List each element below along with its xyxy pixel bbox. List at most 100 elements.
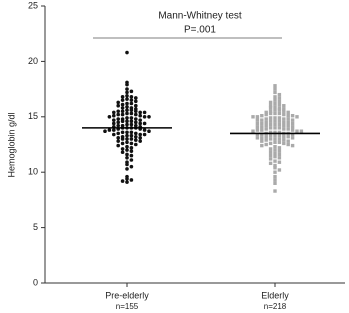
data-point [125,105,129,109]
data-point [273,154,277,159]
data-point [277,152,282,157]
data-point [273,148,277,152]
data-point [277,102,282,107]
data-point [116,117,120,121]
data-point [116,131,120,136]
data-point [277,106,282,110]
data-point [290,132,295,137]
data-point [134,109,138,114]
data-point [120,106,125,110]
data-point [277,111,282,116]
data-point [277,140,282,144]
data-point [290,125,295,129]
data-point [129,149,134,153]
data-point [268,150,273,154]
y-tick-label: 15 [28,111,38,121]
data-point [129,111,134,116]
data-point [273,189,277,193]
data-point [277,92,282,97]
data-point [125,177,129,181]
data-point [129,133,134,138]
data-point [125,116,129,120]
data-point [277,96,282,100]
data-point [282,138,286,142]
data-point [273,163,277,168]
data-point [116,139,120,143]
data-point [255,132,260,137]
x-tick-label: Pre-elderly [105,290,149,300]
data-point [277,108,282,112]
data-point [251,115,255,119]
data-point [264,110,268,115]
data-point [138,132,142,137]
data-point [264,127,268,131]
data-point [125,167,129,171]
data-point [129,98,134,102]
data-point [120,141,125,146]
data-point [116,123,120,128]
p-value: P=.001 [184,25,216,36]
data-point [277,116,282,120]
data-point [134,120,138,125]
data-point [125,87,129,91]
data-point [116,136,120,140]
data-point [264,142,268,147]
y-axis-label: Hemoglobin g/dl [6,112,16,177]
data-point [264,120,268,125]
data-point [273,133,277,138]
data-point [260,118,264,122]
data-point [125,122,129,127]
data-point [277,156,282,160]
data-point [134,131,138,136]
data-point [260,121,264,126]
data-point [120,130,125,135]
data-point [107,128,112,132]
data-point [134,99,138,104]
data-point [129,116,134,120]
data-point [125,82,129,87]
data-point [251,129,255,133]
data-point [260,139,264,143]
data-point [116,120,120,125]
data-point [268,109,273,113]
data-point [116,143,120,148]
data-point [129,141,134,146]
data-point [273,178,277,182]
data-point [129,178,134,182]
data-point [273,111,277,116]
data-point [282,104,286,108]
data-point [273,126,277,130]
data-point [142,115,147,119]
data-point [129,89,134,94]
data-point [129,153,134,158]
data-point [129,137,134,141]
data-point [264,112,268,117]
data-point [120,112,125,117]
data-point [129,95,134,99]
data-point [134,142,138,147]
data-point [134,103,138,108]
data-point [125,101,129,106]
data-point [142,110,147,115]
data-point [260,132,264,137]
data-point [125,148,129,152]
data-point [116,109,120,114]
y-tick-label: 5 [33,222,38,232]
data-point [282,135,286,139]
data-point [116,103,120,108]
x-tick-label: Elderly [261,290,289,300]
data-point [134,117,138,121]
data-point [147,115,151,119]
y-tick-label: 10 [28,167,38,177]
data-point [268,116,273,120]
data-point [142,132,147,137]
data-point [255,128,260,132]
data-point [286,113,290,118]
data-point [268,137,273,141]
data-point [125,162,129,167]
data-point [286,139,290,143]
data-point [277,168,282,172]
data-point [277,126,282,130]
data-point [125,130,129,135]
